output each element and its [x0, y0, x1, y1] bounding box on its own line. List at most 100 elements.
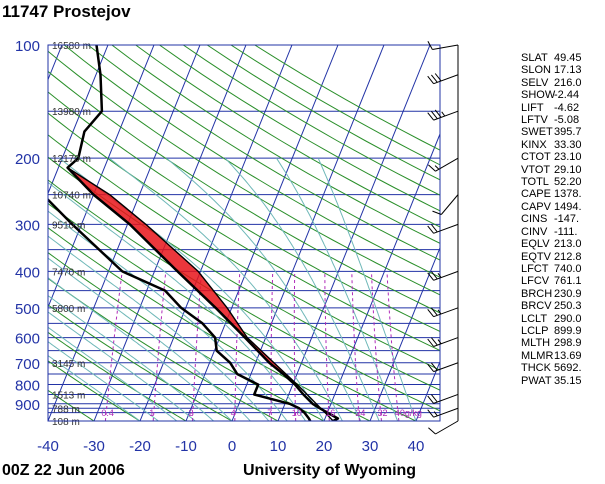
index-row: KINX 33.30: [521, 139, 604, 151]
index-key: CINS: [521, 213, 548, 226]
temperature-tick-label: 20: [316, 438, 333, 455]
mixing-ratio-label: 32: [378, 408, 388, 418]
index-row: THCK 5692.: [521, 362, 604, 374]
index-key: CTOT: [521, 151, 551, 164]
index-value: 761.1: [554, 275, 582, 288]
index-value: 1494.: [554, 200, 582, 213]
pressure-tick-label: 700: [15, 356, 40, 373]
isotherm-line: [139, 45, 293, 421]
index-value: 290.0: [554, 312, 582, 325]
isotherm-line: [48, 45, 109, 195]
index-row: SELV 216.0: [521, 77, 604, 89]
moist-adiabat-line: [48, 181, 306, 421]
index-value: 23.10: [554, 151, 582, 164]
dry-adiabat-line: [48, 227, 371, 421]
index-value: -111.: [554, 225, 578, 238]
index-key: MLTH: [521, 337, 551, 350]
wind-barb: [427, 362, 459, 373]
wind-barb: [427, 407, 459, 418]
index-row: LFTV -5.08: [521, 114, 604, 126]
index-value: 216.0: [554, 76, 582, 89]
index-value: 29.10: [554, 163, 582, 176]
mixing-ratio-label: 40g/kg: [395, 408, 422, 418]
wind-barb: [427, 307, 459, 318]
wind-barb: [427, 337, 459, 347]
temperature-tick-label: 0: [228, 438, 236, 455]
index-value: 35.15: [554, 374, 582, 387]
mixing-ratio-line: [371, 271, 382, 421]
index-row: CTOT 23.10: [521, 151, 604, 163]
moist-adiabat-line: [48, 341, 159, 421]
dry-adiabat-line: [183, 45, 440, 196]
mixing-ratio-label: 10: [292, 408, 302, 418]
mixing-ratio-label: 16: [325, 408, 335, 418]
dry-adiabat-line: [87, 45, 440, 261]
station-title: 11747 Prostejov: [2, 2, 131, 21]
height-label: 7470 m: [52, 267, 85, 278]
index-row: CAPV 1494.: [521, 201, 604, 213]
index-value: 298.9: [554, 337, 582, 350]
moist-adiabat-line: [48, 235, 270, 421]
index-row: LIFT -4.62: [521, 102, 604, 114]
index-key: CAPV: [521, 200, 551, 213]
temperature-curve: [66, 45, 340, 421]
index-row: EQLV 213.0: [521, 238, 604, 250]
moist-adiabat-line: [166, 157, 362, 421]
mixing-ratio-label: 7: [267, 408, 272, 418]
temperature-tick-label: -40: [37, 438, 59, 455]
index-value: 49.45: [554, 52, 582, 64]
plot-frame: [47, 44, 441, 422]
temperature-tick-label: 30: [362, 438, 379, 455]
mixing-ratio-label: 1: [149, 408, 154, 418]
index-key: EQLV: [521, 238, 550, 251]
index-row: SLAT 49.45: [521, 52, 604, 64]
pressure-tick-label: 500: [15, 301, 40, 318]
index-row: MLMR 13.69: [521, 350, 604, 362]
dry-adiabat-line: [48, 389, 95, 421]
temperature-tick-label: 10: [270, 438, 287, 455]
index-key: BRCV: [521, 300, 552, 313]
index-row: SLON 17.13: [521, 64, 604, 76]
index-value: 13.69: [554, 349, 582, 362]
isotherm-line: [0, 45, 16, 421]
pressure-tick-label: 800: [15, 378, 40, 395]
moist-adiabat-line: [48, 257, 251, 421]
mixing-ratio-label: 0.4: [101, 408, 114, 418]
index-key: SLAT: [521, 52, 548, 64]
height-label: 9510 m: [52, 220, 85, 231]
index-row: EQTV 212.8: [521, 251, 604, 263]
index-value: 899.9: [554, 324, 582, 337]
moist-adiabat-line: [48, 311, 196, 421]
pressure-tick-label: 100: [15, 38, 40, 55]
wind-barb: [427, 270, 459, 281]
date-label: 00Z 22 Jun 2006: [2, 462, 125, 479]
mixing-ratio-label: 4: [231, 408, 236, 418]
moist-adiabat-line: [48, 277, 233, 421]
dewpoint-curve: [48, 197, 312, 421]
pressure-tick-label: 200: [15, 151, 40, 168]
moist-adiabat-line: [48, 295, 214, 421]
index-key: SWET: [521, 126, 553, 139]
index-row: LFCV 761.1: [521, 275, 604, 287]
index-row: PWAT 35.15: [521, 375, 604, 387]
isotherm-line: [93, 45, 247, 421]
index-value: -4.62: [554, 101, 580, 114]
index-value: 740.0: [554, 262, 582, 275]
index-value: 230.9: [554, 287, 582, 300]
moist-adiabat-line: [48, 326, 178, 421]
mixing-ratio-label: 2: [189, 408, 194, 418]
index-key: THCK: [521, 362, 551, 375]
index-value: 395.7: [554, 126, 582, 139]
index-value: -2.44: [554, 89, 580, 102]
pressure-tick-label: 900: [15, 397, 40, 414]
index-row: LCLT 290.0: [521, 313, 604, 325]
dry-adiabat-line: [48, 91, 440, 332]
dry-adiabat-line: [111, 45, 440, 244]
temperature-tick-label: -30: [83, 438, 105, 455]
index-key: EQTV: [521, 250, 551, 263]
pressure-tick-label: 400: [15, 264, 40, 281]
index-key: LFCV: [521, 275, 550, 288]
index-row: LCLP 899.9: [521, 325, 604, 337]
index-key: LFTV: [521, 114, 548, 127]
